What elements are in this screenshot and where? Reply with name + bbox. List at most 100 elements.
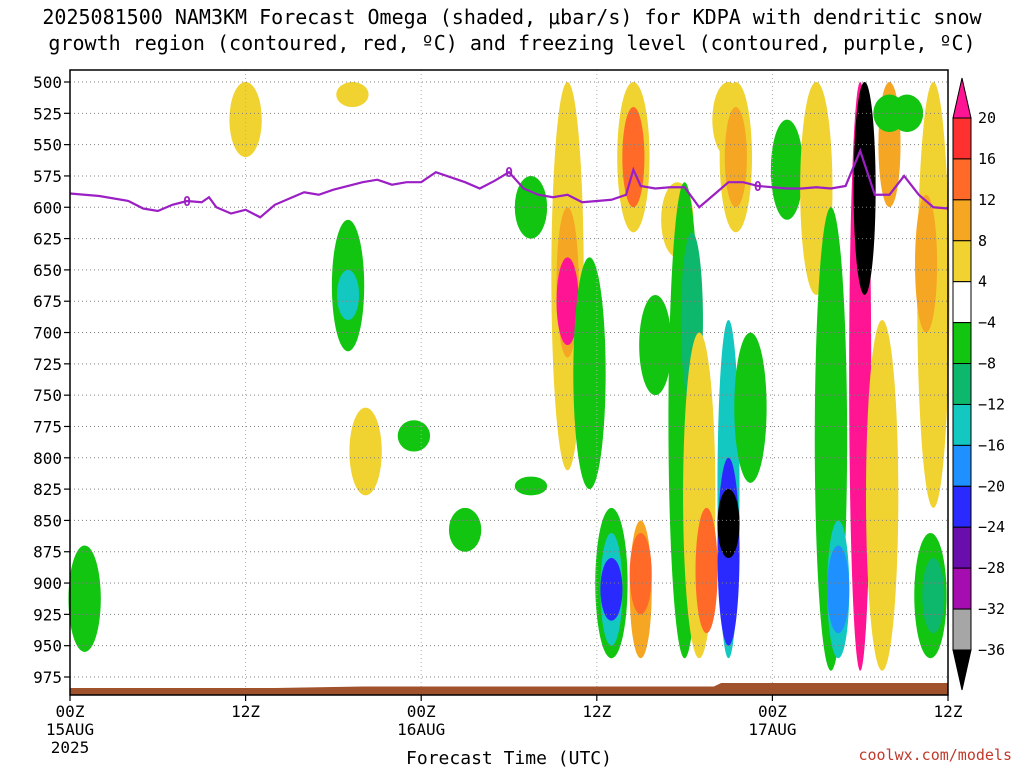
omega-cell-31 xyxy=(734,332,767,483)
colorbar-label: −36 xyxy=(978,641,1005,659)
colorbar-label: −20 xyxy=(978,477,1005,495)
omega-cell-33 xyxy=(724,107,747,208)
y-axis: 500 525 550 575 600 625 650 675 700 725 750 775 800 8… xyxy=(33,73,70,687)
y-tick-label: 950 xyxy=(33,637,62,656)
freezing-level-label: 0 xyxy=(183,195,191,210)
x-tick-label: 12Z xyxy=(582,702,611,721)
omega-cell-38 xyxy=(827,545,850,634)
freezing-level-layer: 0 0 0 xyxy=(69,147,949,219)
colorbar-bin xyxy=(952,281,972,324)
plot-frame xyxy=(69,69,949,696)
x-tick-label: 12Z xyxy=(934,702,963,721)
colorbar-label: −12 xyxy=(978,395,1005,413)
colorbar-bin xyxy=(952,485,972,528)
omega-cell-21 xyxy=(639,294,672,396)
credit-text: coolwx.com/models xyxy=(858,746,1012,764)
y-tick-label: 650 xyxy=(33,261,62,280)
omega-cell-26 xyxy=(695,507,718,634)
colorbar-bin xyxy=(952,158,972,201)
omega-cell-18 xyxy=(622,107,645,208)
colorbar-bin xyxy=(952,322,972,365)
x-tick-date: 16AUG xyxy=(397,720,445,739)
omega-shading xyxy=(68,81,950,671)
omega-cell-9 xyxy=(514,476,548,496)
y-tick-label: 625 xyxy=(33,230,62,249)
omega-cell-20 xyxy=(629,532,652,615)
colorbar-label: −4 xyxy=(978,314,996,332)
colorbar-bin xyxy=(952,240,972,283)
omega-cell-7 xyxy=(448,507,482,552)
colorbar-label: 20 xyxy=(978,109,996,127)
x-tick-label: 12Z xyxy=(231,702,260,721)
freezing-level-label: 0 xyxy=(505,166,513,181)
colorbar-label: −8 xyxy=(978,355,996,373)
colorbar-bin xyxy=(952,117,972,160)
omega-cell-34 xyxy=(770,119,804,220)
y-tick-label: 925 xyxy=(33,605,62,624)
freezing-level-line xyxy=(69,147,949,219)
y-tick-label: 775 xyxy=(33,417,62,436)
colorbar-label: 8 xyxy=(978,232,987,250)
y-tick-label: 550 xyxy=(33,136,62,155)
y-tick-label: 875 xyxy=(33,543,62,562)
y-tick-label: 500 xyxy=(33,73,62,92)
omega-cell-3 xyxy=(336,269,360,320)
colorbar-label: 4 xyxy=(978,273,987,291)
colorbar-bin xyxy=(952,199,972,242)
colorbar-bin xyxy=(952,403,972,446)
x-tick-date: 17AUG xyxy=(748,720,796,739)
chart-title-line-1: 2025081500 NAM3KM Forecast Omega (shaded… xyxy=(42,5,982,29)
colorbar-label: −28 xyxy=(978,559,1005,577)
omega-cell-45 xyxy=(915,194,938,333)
x-tick-date: 15AUG xyxy=(46,720,94,739)
colorbar-label: −32 xyxy=(978,600,1005,618)
x-axis-label: Forecast Time (UTC) xyxy=(406,748,612,768)
omega-cell-41 xyxy=(865,320,899,671)
colorbar-label: −16 xyxy=(978,436,1005,454)
ground-fill xyxy=(70,683,948,695)
omega-cell-6 xyxy=(397,420,431,452)
omega-cell-47 xyxy=(922,558,945,634)
omega-cell-0 xyxy=(229,82,262,158)
y-tick-label: 900 xyxy=(33,574,62,593)
omega-cell-1 xyxy=(336,82,369,108)
y-tick-label: 800 xyxy=(33,449,62,468)
x-tick-label: 00Z xyxy=(407,702,436,721)
x-tick-label: 00Z xyxy=(758,702,787,721)
colorbar-bin xyxy=(952,567,972,610)
omega-cell-48 xyxy=(890,94,924,133)
colorbar-label: 16 xyxy=(978,150,996,168)
omega-cell-16 xyxy=(600,558,623,621)
colorbar-bin xyxy=(952,444,972,487)
y-tick-label: 700 xyxy=(33,324,62,343)
colorbar-bin xyxy=(952,608,972,651)
y-tick-label: 850 xyxy=(33,511,62,530)
omega-cell-4 xyxy=(68,545,101,652)
y-tick-label: 825 xyxy=(33,480,62,499)
freezing-level-label: 0 xyxy=(754,180,762,195)
colorbar-bottom-arrow xyxy=(952,649,972,691)
colorbar: 20 16 12 8 4 −4 −8 −12 −16 −20 −24 −28 −32 −36 xyxy=(952,77,1005,691)
omega-cell-12 xyxy=(556,257,579,346)
ground-surface xyxy=(70,683,948,695)
x-tick-label: 00Z xyxy=(56,702,85,721)
x-tick-year: 2025 xyxy=(51,738,90,757)
y-tick-label: 675 xyxy=(33,292,62,311)
colorbar-bin xyxy=(952,363,972,405)
y-tick-label: 525 xyxy=(33,104,62,123)
colorbar-bin xyxy=(952,526,972,569)
y-tick-label: 750 xyxy=(33,386,62,405)
y-tick-label: 725 xyxy=(33,355,62,374)
y-tick-label: 575 xyxy=(33,167,62,186)
omega-cell-29 xyxy=(717,489,740,558)
colorbar-label: 12 xyxy=(978,191,996,209)
colorbar-label: −24 xyxy=(978,518,1005,536)
omega-cell-40 xyxy=(853,81,876,295)
omega-cell-5 xyxy=(349,407,382,496)
chart-title-line-2: growth region (contoured, red, ºC) and f… xyxy=(48,31,975,55)
omega-cell-13 xyxy=(573,257,606,490)
y-tick-label: 600 xyxy=(33,198,62,217)
colorbar-top-arrow xyxy=(952,77,972,119)
